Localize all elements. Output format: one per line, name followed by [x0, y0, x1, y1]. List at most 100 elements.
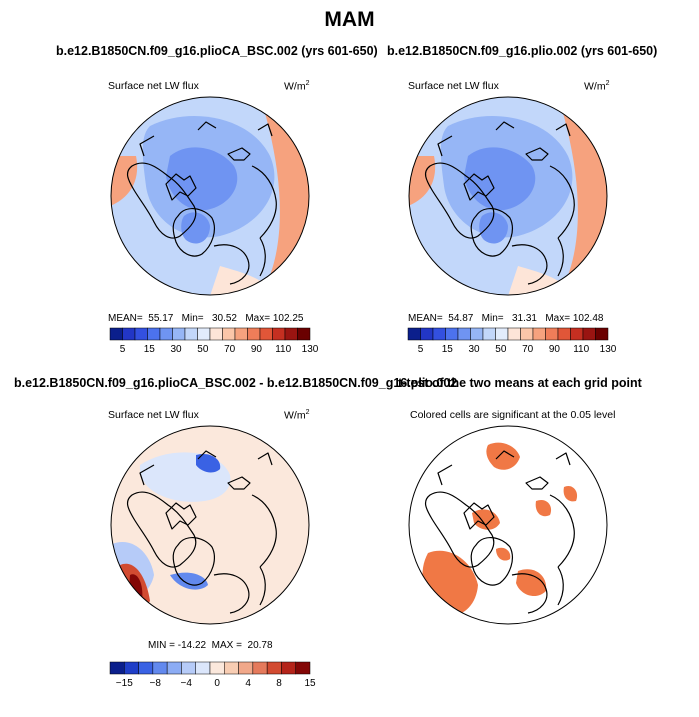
- panel2-units: W/m2: [584, 80, 609, 93]
- panel2-colorbar-cell-4: [445, 327, 459, 341]
- panel3-min-label: MIN =: [148, 640, 175, 651]
- panel1-colorbar-tick-label: 50: [197, 344, 209, 355]
- panel1-coastline-1: [126, 162, 197, 239]
- panel3-colorbar-cell-6: [181, 661, 196, 675]
- panel1-stats: MEAN= 55.17 Min= 30.52 Max= 102.25: [108, 313, 303, 324]
- panel4-coastline-5: [525, 476, 549, 490]
- panel3-coastline-5: [227, 476, 251, 490]
- panel2-map: [408, 96, 608, 296]
- panel2-colorbar-cell-7: [482, 327, 496, 341]
- panel2-greenland-field: [479, 212, 508, 244]
- panel1-units: W/m2: [284, 80, 309, 93]
- panel2-colorbar-tick-label: 110: [573, 344, 589, 355]
- panel1-colorbar-cell-16: [297, 327, 311, 341]
- panel4-coastline-4: [511, 573, 548, 614]
- panel2-colorbar-tick-label: 130: [600, 344, 617, 355]
- panel2-coastline-7: [557, 237, 564, 277]
- panel1-colorbar-cell-5: [159, 327, 173, 341]
- panel1-coastline-7: [259, 237, 266, 277]
- panel3-max-value: 20.78: [247, 640, 273, 651]
- panel3-colorbar: −15 −8 −4 0 4 8 15: [109, 661, 316, 689]
- panel3-coastline-7: [259, 566, 266, 606]
- panel1-colorbar-cell-8: [197, 327, 211, 341]
- panel3-units-sup: 2: [305, 409, 310, 416]
- panel3-colorbar-cell-1: [109, 661, 125, 675]
- panel1-colorbar-tick-label: 90: [251, 344, 263, 355]
- panel3-colorbar-cell-11: [252, 661, 268, 675]
- panel2-colorbar-cell-15: [582, 327, 596, 341]
- panel2-max-label: Max=: [545, 313, 571, 324]
- panel1-colorbar-cell-12: [247, 327, 261, 341]
- panel1-colorbar-tick-label: 130: [302, 344, 319, 355]
- panel2-colorbar-cell-11: [532, 327, 546, 341]
- panel1-warm-field-west: [111, 156, 138, 206]
- panel1-colorbar-cell-14: [272, 327, 286, 341]
- panel4-map-border: [408, 425, 608, 625]
- panel3-negative-core-north: [196, 453, 221, 473]
- panel3-colorbar-cell-5: [166, 661, 182, 675]
- panel1-coastline-8: [139, 121, 273, 157]
- panel2-coastline-5: [525, 147, 549, 161]
- panel3-coastline-4: [213, 573, 250, 614]
- panel2-colorbar-cell-8: [495, 327, 509, 341]
- panel1-min-value: 30.52: [211, 313, 237, 324]
- panel3-colorbar-cell-8: [209, 661, 225, 675]
- panel3-colorbar-cell-13: [281, 661, 296, 675]
- panel2-colorbar-cell-3: [432, 327, 446, 341]
- panel1-map: [110, 96, 310, 296]
- panel3-coastline-2: [165, 502, 197, 530]
- panel1-coastline-5: [227, 147, 251, 161]
- panel3-colorbar-cell-10: [238, 661, 254, 675]
- panel3-colorbar-tick-label: −8: [150, 678, 162, 689]
- panel2-coastline-6: [549, 165, 575, 239]
- panel3-colorbar-cell-4: [152, 661, 168, 675]
- panel1-colorbar-tick-label: 15: [144, 344, 156, 355]
- panel2-max-value: 102.48: [572, 313, 604, 324]
- panel4-significant-area-7: [496, 547, 511, 561]
- panel2-colorbar-cell-10: [520, 327, 534, 341]
- panel3-coastline-6: [251, 494, 277, 568]
- panel1-colorbar-cell-11: [234, 327, 248, 341]
- panel1-colorbar-cell-10: [222, 327, 236, 341]
- panel3-colorbar-cell-3: [138, 661, 154, 675]
- panel3-coastline-8: [139, 450, 273, 486]
- panel2-coastline-2: [463, 173, 495, 201]
- panel1-units-text: W/m: [284, 80, 306, 93]
- panel4-title: t-test of the two means at each grid poi…: [398, 376, 642, 390]
- panel2-colorbar-cell-1: [407, 327, 421, 341]
- panel3-colorbar-tick-label: 15: [304, 678, 316, 689]
- panel2-units-sup: 2: [605, 80, 610, 87]
- panel2-min-label: Min=: [481, 313, 504, 324]
- panel1-colorbar-tick-label: 30: [171, 344, 183, 355]
- panel3-colorbar-cell-9: [224, 661, 239, 675]
- panel4-coastline-7: [557, 566, 564, 606]
- panel4-coastline-8: [437, 450, 571, 486]
- panel4-significant-area-3: [535, 499, 552, 517]
- panel2-colorbar-tick-label: 70: [522, 344, 534, 355]
- panel1-min-label: Min=: [181, 313, 204, 324]
- panel4-variable-label: Colored cells are significant at the 0.0…: [410, 409, 616, 421]
- panel2-min-value: 31.31: [511, 313, 537, 324]
- panel1-variable-label: Surface net LW flux: [108, 80, 199, 92]
- panel3-colorbar-cell-14: [295, 661, 311, 675]
- panel2-colorbar-tick-label: 15: [442, 344, 454, 355]
- panel4-significant-area-1: [486, 442, 520, 470]
- panel3-units-text: W/m: [284, 409, 306, 422]
- panel3-colorbar-tick-label: 8: [276, 678, 282, 689]
- panel1-greenland-field: [181, 212, 210, 244]
- panel1-colorbar-cell-7: [184, 327, 198, 341]
- panel1-colorbar-cell-1: [109, 327, 123, 341]
- panel2-colorbar-cell-9: [507, 327, 521, 341]
- panel1-mean-value: 55.17: [148, 313, 174, 324]
- panel3-title: b.e12.B1850CN.f09_g16.plioCA_BSC.002 - b…: [14, 376, 458, 390]
- panel4-coastline-6: [549, 494, 575, 568]
- panel1-colorbar-cell-13: [259, 327, 273, 341]
- panel1-colorbar-cell-15: [284, 327, 298, 341]
- panel2-colorbar-cell-12: [545, 327, 559, 341]
- panel3-stats: MIN = -14.22 MAX = 20.78: [148, 640, 273, 651]
- panel4-significant-area-4: [563, 485, 578, 502]
- panel2-variable-label: Surface net LW flux: [408, 80, 499, 92]
- panel3-map-border: [110, 425, 310, 625]
- panel3-colorbar-tick-label: 4: [245, 678, 251, 689]
- panel2-map-border: [408, 96, 608, 296]
